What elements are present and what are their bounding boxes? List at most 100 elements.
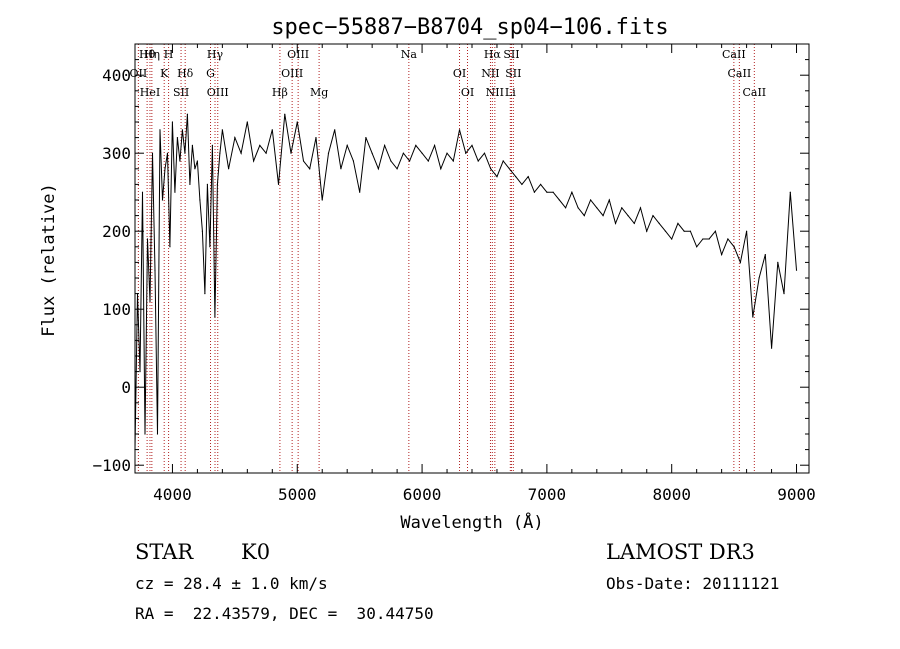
spectrum-point bbox=[189, 183, 191, 185]
spectrum-point bbox=[296, 121, 298, 123]
spectrum-point bbox=[502, 160, 504, 162]
line-label: SII bbox=[503, 48, 519, 61]
spectrum-point bbox=[191, 144, 194, 146]
spectrum-point bbox=[154, 269, 156, 271]
spectrum-point bbox=[174, 191, 176, 193]
spectrum-point bbox=[664, 230, 667, 232]
spectrum-point bbox=[176, 137, 179, 139]
spectrum-line bbox=[134, 114, 797, 450]
spectrum-point bbox=[739, 261, 741, 263]
spectrum-point bbox=[284, 113, 286, 115]
spectrum-point bbox=[184, 152, 186, 154]
spectrum-point bbox=[252, 160, 255, 162]
spectrum-point bbox=[646, 230, 648, 232]
x-tick-label: 4000 bbox=[153, 485, 192, 504]
spectrum-point bbox=[490, 168, 492, 170]
spectrum-point bbox=[770, 347, 773, 349]
subclass-label: K0 bbox=[241, 540, 270, 564]
x-tick-label: 6000 bbox=[403, 485, 442, 504]
spectrum-point bbox=[309, 168, 311, 170]
y-tick-label: 0 bbox=[121, 378, 131, 397]
y-axis: −100 0 100 200 300 400 bbox=[92, 59, 809, 475]
line-label: Hβ bbox=[272, 86, 288, 99]
spectrum-point bbox=[477, 160, 479, 162]
x-tick-label: 7000 bbox=[528, 485, 567, 504]
line-label: NII bbox=[481, 67, 499, 80]
y-axis-label: Flux (relative) bbox=[39, 183, 59, 337]
spectrum-point bbox=[758, 277, 760, 279]
spectrum-point bbox=[199, 199, 201, 201]
line-label: OI bbox=[461, 86, 474, 99]
spectrum-point bbox=[552, 191, 554, 193]
line-labels: Hθ OII HeI HηK SII HHδ OIII Hγ G Hβ OIII OIII Mg Na OI… bbox=[130, 48, 767, 99]
spectrum-point bbox=[209, 246, 211, 248]
line-label: Hη bbox=[144, 48, 160, 61]
spectrum-point bbox=[671, 238, 673, 240]
line-label: Li bbox=[505, 86, 516, 99]
line-label: OII bbox=[130, 67, 148, 80]
spectrum-point bbox=[156, 433, 159, 435]
x-tick-label: 9000 bbox=[777, 485, 816, 504]
spectrum-point bbox=[508, 168, 511, 170]
spectrum-point bbox=[340, 168, 342, 170]
spectrum-point bbox=[577, 207, 579, 209]
spectrum-point bbox=[196, 160, 199, 162]
spectrum-point bbox=[228, 168, 230, 170]
spectrum-point bbox=[166, 152, 169, 154]
spectrum-point bbox=[571, 191, 573, 193]
spectrum-point bbox=[214, 316, 216, 318]
spectrum-point bbox=[546, 191, 548, 193]
obs-date-label: Obs-Date: 20111121 bbox=[606, 574, 779, 593]
spectrum-point bbox=[465, 152, 467, 154]
spectrum-point bbox=[452, 160, 454, 162]
spectrum-point bbox=[302, 160, 305, 162]
spectrum-point bbox=[496, 176, 498, 178]
spectrum-point bbox=[151, 152, 154, 154]
line-label: NII bbox=[486, 86, 504, 99]
spectrum-point bbox=[384, 144, 386, 146]
spectrum-point bbox=[427, 160, 429, 162]
line-label: Hγ bbox=[207, 48, 224, 61]
line-label: H bbox=[164, 48, 174, 61]
spectrum-series bbox=[134, 113, 798, 451]
spectrum-point bbox=[677, 222, 679, 224]
line-label: SII bbox=[173, 86, 189, 99]
line-label: CaII bbox=[722, 48, 746, 61]
spectrum-point bbox=[702, 238, 704, 240]
cz-label: cz = 28.4 ± 1.0 km/s bbox=[135, 574, 328, 593]
line-label: OI bbox=[453, 67, 466, 80]
spectrum-point bbox=[415, 144, 417, 146]
spectrum-point bbox=[633, 222, 635, 224]
spectrum-point bbox=[371, 152, 373, 154]
x-axis: 4000 5000 6000 7000 8000 9000 bbox=[153, 44, 816, 504]
class-label: STAR bbox=[135, 540, 194, 564]
line-label: OIII bbox=[207, 86, 229, 99]
spectrum-point bbox=[219, 152, 221, 154]
spectrum-point bbox=[721, 254, 723, 256]
spectrum-point bbox=[179, 160, 181, 162]
line-markers bbox=[137, 44, 755, 473]
spectrum-point bbox=[708, 238, 710, 240]
spectrum-point bbox=[521, 183, 523, 185]
spectrum-point bbox=[271, 129, 273, 131]
spectrum-point bbox=[483, 152, 486, 154]
spectrum-point bbox=[234, 137, 236, 139]
spectrum-point bbox=[169, 246, 171, 248]
line-label: Hθ bbox=[139, 48, 156, 61]
line-label: Mg bbox=[310, 86, 328, 99]
x-tick-label: 8000 bbox=[652, 485, 691, 504]
spectrum-point bbox=[458, 129, 461, 131]
spectrum-point bbox=[621, 207, 623, 209]
y-tick-label: −100 bbox=[92, 456, 131, 475]
spectrum-point bbox=[446, 152, 448, 154]
spectrum-point bbox=[752, 316, 754, 318]
line-label: OIII bbox=[287, 48, 309, 61]
spectrum-point bbox=[327, 152, 330, 154]
spectrum-point bbox=[359, 191, 361, 193]
spectrum-point bbox=[352, 160, 355, 162]
spectrum-point bbox=[658, 222, 660, 224]
line-label: HeI bbox=[140, 86, 160, 99]
spectrum-point bbox=[194, 168, 196, 170]
y-tick-label: 300 bbox=[102, 144, 131, 163]
